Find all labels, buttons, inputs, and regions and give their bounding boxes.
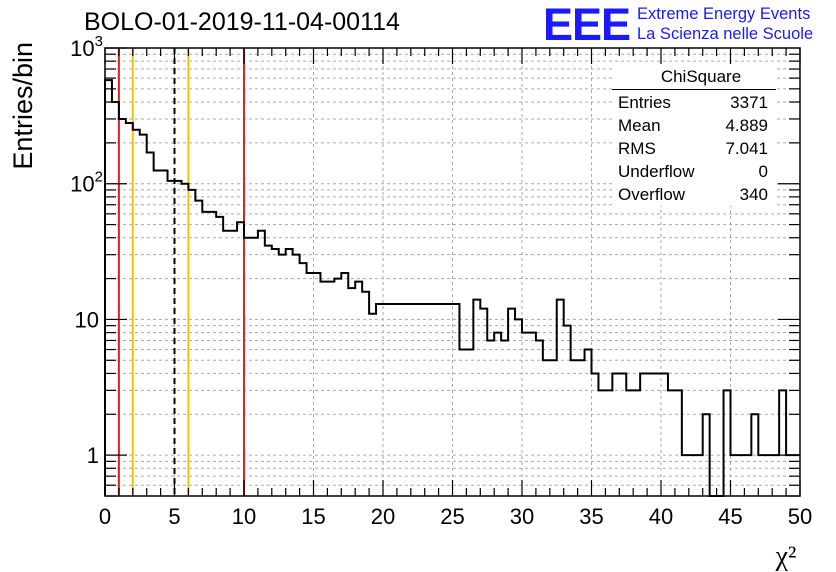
stat-row-rms: RMS 7.041 (618, 137, 768, 160)
stat-row-entries: Entries 3371 (618, 91, 768, 114)
x-tick-label: 25 (440, 504, 464, 529)
x-tick-label: 20 (371, 504, 395, 529)
y-tick-label: 1 (87, 443, 99, 468)
y-tick-label: 103 (70, 33, 103, 61)
stat-value: 3371 (730, 93, 768, 112)
logo-line-1: Extreme Energy Events (637, 5, 811, 23)
stat-value: 4.889 (725, 116, 768, 135)
x-tick-label: 40 (649, 504, 673, 529)
stat-row-underflow: Underflow 0 (618, 160, 768, 183)
x-tick-label: 45 (718, 504, 742, 529)
stat-row-overflow: Overflow 340 (618, 183, 768, 206)
stats-divider (612, 89, 776, 90)
stats-box: ChiSquare Entries 3371 Mean 4.889 RMS 7.… (612, 66, 776, 206)
stat-value: 0 (758, 162, 768, 181)
histogram-series (104, 79, 800, 497)
x-tick-label: 50 (788, 504, 812, 529)
chart-title: BOLO-01-2019-11-04-00114 (84, 8, 400, 36)
logo-line-2: La Scienza nelle Scuole (637, 25, 814, 43)
stats-title: ChiSquare (660, 67, 742, 86)
x-tick-label: 30 (510, 504, 534, 529)
x-tick-label: 15 (301, 504, 325, 529)
stat-label: RMS (618, 139, 656, 158)
x-axis-title: χ² (775, 541, 797, 572)
y-tick-label: 10 (75, 307, 99, 332)
x-tick-label: 0 (99, 504, 111, 529)
y-tick-label: 102 (70, 169, 103, 197)
stat-value: 7.041 (725, 139, 768, 158)
stat-label: Underflow (618, 162, 695, 181)
stat-label: Mean (618, 116, 661, 135)
x-tick-label: 5 (168, 504, 180, 529)
stat-value: 340 (739, 185, 768, 204)
x-tick-label: 35 (579, 504, 603, 529)
stat-row-mean: Mean 4.889 (618, 114, 768, 137)
x-tick-label: 10 (232, 504, 256, 529)
y-axis-title: Entries/bin (8, 42, 38, 170)
eee-logo-mark: EEE (543, 0, 631, 50)
stat-label: Overflow (618, 185, 686, 204)
stat-label: Entries (618, 93, 671, 112)
